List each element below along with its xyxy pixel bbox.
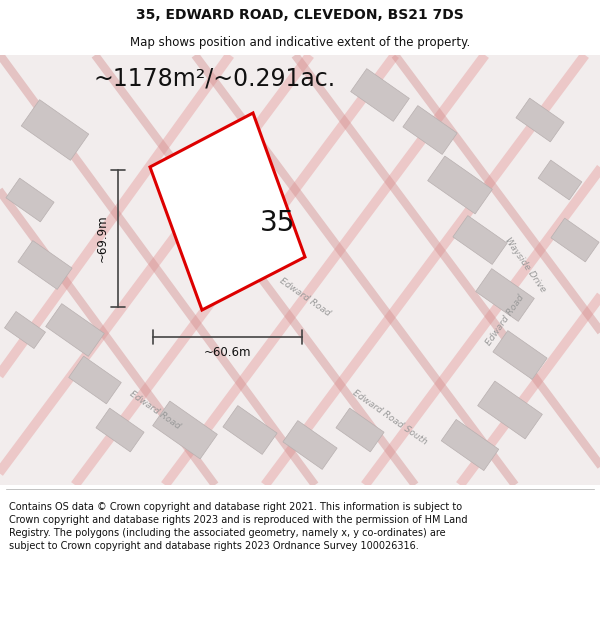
Text: Edward Road: Edward Road [278,276,332,318]
Polygon shape [476,269,535,321]
Polygon shape [283,421,337,469]
Polygon shape [538,160,582,200]
Polygon shape [336,408,384,452]
Polygon shape [493,331,547,379]
Polygon shape [350,69,409,121]
Text: ~1178m²/~0.291ac.: ~1178m²/~0.291ac. [94,67,336,91]
Polygon shape [96,408,144,452]
Text: Edward Road: Edward Road [128,389,182,431]
Text: ~69.9m: ~69.9m [95,214,109,262]
Polygon shape [453,216,507,264]
Text: Wayside Drive: Wayside Drive [503,236,547,294]
Polygon shape [441,419,499,471]
Text: ~60.6m: ~60.6m [204,346,251,359]
Text: 35, EDWARD ROAD, CLEVEDON, BS21 7DS: 35, EDWARD ROAD, CLEVEDON, BS21 7DS [136,8,464,22]
Polygon shape [551,218,599,262]
Polygon shape [150,113,305,310]
Text: Map shows position and indicative extent of the property.: Map shows position and indicative extent… [130,36,470,49]
Polygon shape [6,178,54,222]
Polygon shape [5,311,46,349]
Polygon shape [478,381,542,439]
Polygon shape [516,98,564,142]
Text: Contains OS data © Crown copyright and database right 2021. This information is : Contains OS data © Crown copyright and d… [9,502,467,551]
Polygon shape [46,304,104,356]
Polygon shape [69,356,121,404]
Text: Edward Road: Edward Road [484,293,526,347]
Polygon shape [18,241,72,289]
Polygon shape [428,156,493,214]
Polygon shape [403,106,457,154]
Polygon shape [152,401,217,459]
Text: 35: 35 [260,209,296,237]
Polygon shape [223,406,277,454]
Polygon shape [21,99,89,161]
Text: Edward Road South: Edward Road South [351,388,429,446]
